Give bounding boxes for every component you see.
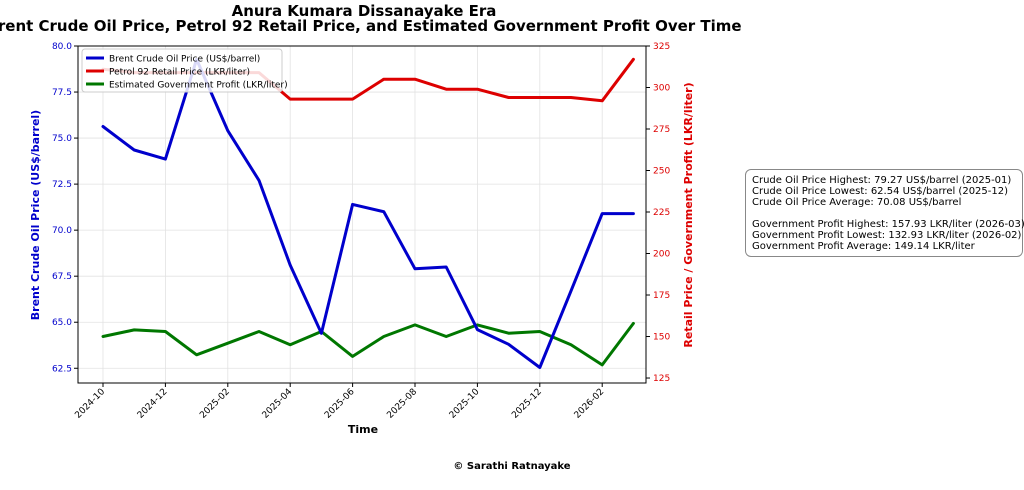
stats-box: Crude Oil Price Highest: 79.27 US$/barre… xyxy=(745,169,1024,257)
x-tick-label: 2024-12 xyxy=(136,387,170,421)
legend: Brent Crude Oil Price (US$/barrel) Petrol… xyxy=(81,48,288,93)
right-tick-label: 325 xyxy=(653,42,670,52)
x-tick-label: 2025-12 xyxy=(510,387,544,421)
stat-crude-avg: Crude Oil Price Average: 70.08 US$/barre… xyxy=(752,197,962,208)
chart-subtitle: Brent Crude Oil Price, Petrol 92 Retail … xyxy=(0,17,742,35)
left-tick-label: 67.5 xyxy=(52,272,72,282)
right-y-axis-label: Retail Price / Government Profit (LKR/li… xyxy=(682,82,695,347)
x-tick-label: 2025-02 xyxy=(198,387,232,421)
stat-crude-low: Crude Oil Price Lowest: 62.54 US$/barrel… xyxy=(752,186,1009,197)
legend-box xyxy=(81,48,283,93)
stat-crude-high: Crude Oil Price Highest: 79.27 US$/barre… xyxy=(752,175,1012,186)
left-y-axis-label: Brent Crude Oil Price (US$/barrel) xyxy=(29,110,42,320)
left-tick-label: 65.0 xyxy=(52,318,72,328)
right-y-ticks: 325 300 275 250 225 200 175 150 125 xyxy=(646,42,670,384)
left-tick-label: 77.5 xyxy=(52,88,72,98)
right-tick-label: 225 xyxy=(653,208,670,218)
right-tick-label: 200 xyxy=(653,250,670,260)
left-tick-label: 80.0 xyxy=(52,42,72,52)
legend-label: Brent Crude Oil Price (US$/barrel) xyxy=(109,55,260,65)
x-tick-label: 2025-10 xyxy=(448,387,482,421)
stat-profit-high: Government Profit Highest: 157.93 LKR/li… xyxy=(752,219,1024,230)
stat-profit-low: Government Profit Lowest: 132.93 LKR/lit… xyxy=(752,230,1022,241)
copyright: © Sarathi Ratnayake xyxy=(453,461,571,472)
right-tick-label: 250 xyxy=(653,167,670,177)
right-tick-label: 300 xyxy=(653,84,670,94)
left-tick-label: 72.5 xyxy=(52,180,72,190)
stat-profit-avg: Government Profit Average: 149.14 LKR/li… xyxy=(752,241,975,252)
right-tick-label: 150 xyxy=(653,333,670,343)
left-tick-label: 62.5 xyxy=(52,364,72,374)
right-tick-label: 275 xyxy=(653,125,670,135)
legend-label: Petrol 92 Retail Price (LKR/liter) xyxy=(109,68,250,78)
x-axis-label: Time xyxy=(348,423,378,436)
left-tick-label: 75.0 xyxy=(52,134,72,144)
x-tick-label: 2026-02 xyxy=(573,387,607,421)
x-tick-label: 2025-06 xyxy=(323,387,357,421)
right-tick-label: 175 xyxy=(653,291,670,301)
right-tick-label: 125 xyxy=(653,374,670,384)
x-tick-label: 2025-08 xyxy=(385,387,419,421)
plot-frame xyxy=(77,45,647,384)
legend-label: Estimated Government Profit (LKR/liter) xyxy=(109,81,288,91)
series-profit-line xyxy=(101,321,635,367)
stats-spacer xyxy=(752,208,1016,219)
x-ticks: 2024-10 2024-12 2025-02 2025-04 2025-06 2025-… xyxy=(73,383,606,421)
x-tick-label: 2024-10 xyxy=(73,387,107,421)
left-y-ticks: 80.0 77.5 75.0 72.5 70.0 67.5 65.0 62.5 xyxy=(52,42,78,374)
chart-title: Anura Kumara Dissanayake Era xyxy=(232,2,497,20)
x-tick-label: 2025-04 xyxy=(261,387,295,421)
left-tick-label: 70.0 xyxy=(52,226,72,236)
series-layer xyxy=(101,57,635,369)
series-brent-line xyxy=(101,57,635,369)
